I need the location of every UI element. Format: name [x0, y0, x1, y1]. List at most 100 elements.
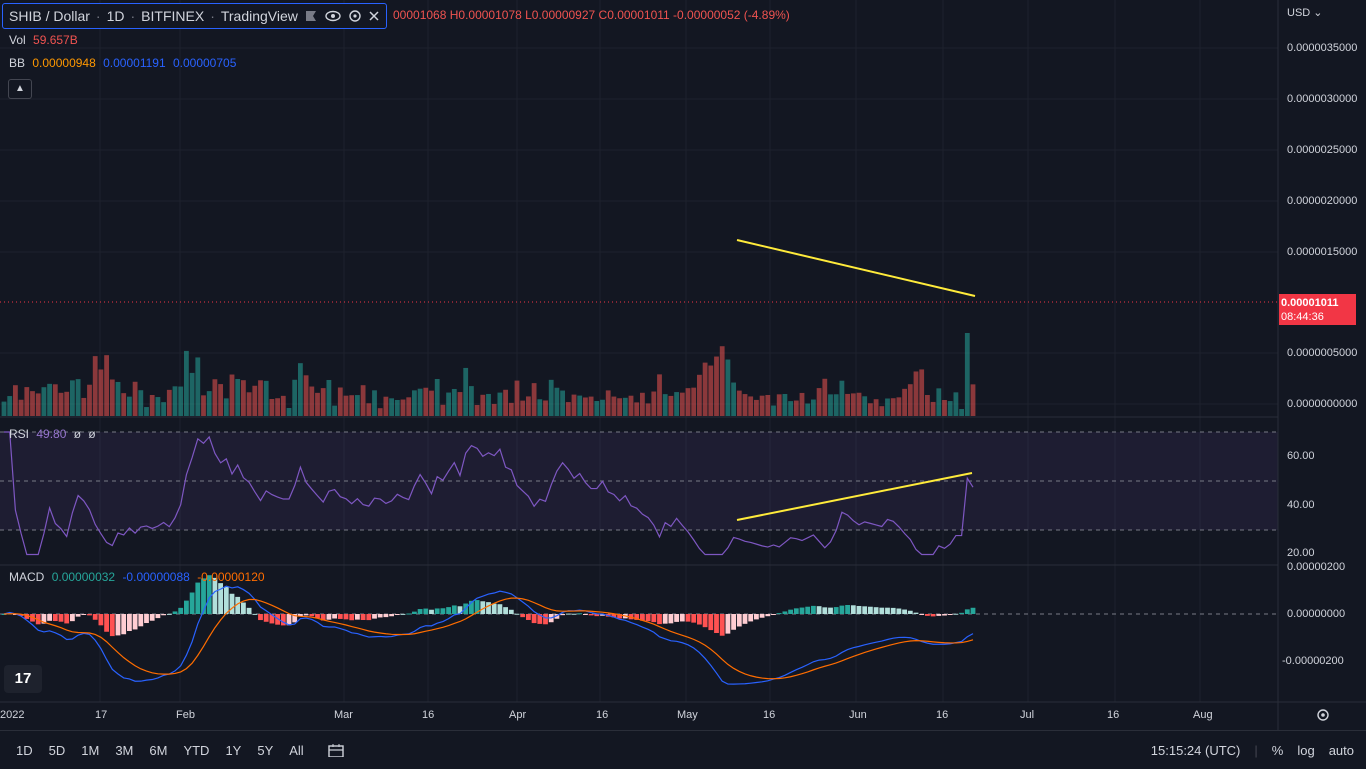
macd-histogram-bar: [571, 613, 577, 615]
volume-bar: [189, 372, 195, 416]
timeframe-3m[interactable]: 3M: [115, 742, 134, 758]
volume-bar: [497, 392, 503, 416]
timeframe-1m[interactable]: 1M: [81, 742, 100, 758]
ohlc-values: 00001068 H0.00001078 L0.00000927 C0.0000…: [393, 8, 790, 22]
macd-histogram-bar: [759, 614, 765, 618]
macd-histogram-bar: [925, 614, 930, 616]
macd-histogram-bar: [366, 614, 372, 621]
time-tick: May: [677, 709, 698, 721]
macd-histogram-bar: [218, 583, 223, 614]
grid-lines: [0, 0, 1278, 702]
timeframe-1d[interactable]: 1D: [16, 742, 33, 758]
symbol-name[interactable]: SHIB / Dollar: [9, 8, 90, 24]
macd-histogram-bar: [280, 614, 286, 626]
macd-histogram-bar: [902, 609, 907, 614]
volume-bar: [622, 397, 628, 416]
macd-histogram-bar: [377, 614, 383, 618]
macd-histogram-bar: [389, 614, 394, 617]
auto-toggle[interactable]: auto: [1328, 742, 1354, 758]
chart-settings-gear-icon[interactable]: [1315, 707, 1331, 723]
price-tick: 0.0000035000: [1287, 42, 1358, 54]
volume-bar: [241, 380, 246, 416]
volume-bar: [679, 392, 685, 416]
volume-bar: [121, 393, 127, 416]
macd-legend[interactable]: MACD 0.00000032 -0.00000088 -0.00000120: [9, 570, 265, 584]
macd-histogram-bar: [201, 578, 206, 614]
eye-icon[interactable]: [324, 9, 342, 23]
utc-clock[interactable]: 15:15:24 (UTC): [1150, 742, 1241, 758]
current-price-label: 0.00001011 08:44:36: [1279, 294, 1356, 325]
rsi-trendline: [736, 472, 973, 521]
volume-bar: [457, 392, 463, 416]
rsi-tick: 60.00: [1287, 450, 1315, 462]
volume-bar: [850, 393, 856, 416]
macd-histogram-bar: [856, 605, 862, 614]
macd-histogram-bar: [503, 607, 508, 614]
macd-histogram-bar: [953, 613, 959, 615]
macd-histogram-bar: [92, 614, 98, 620]
macd-histogram-bar: [286, 614, 292, 626]
timeframe-6m[interactable]: 6M: [149, 742, 168, 758]
macd-histogram-bar: [697, 614, 702, 625]
close-icon[interactable]: [368, 10, 380, 22]
macd-pane: [0, 575, 1278, 685]
log-toggle[interactable]: log: [1297, 742, 1315, 758]
macd-histogram-bar: [776, 613, 782, 615]
volume-bar: [115, 381, 121, 416]
rsi-line: [4, 431, 974, 556]
volume-bar: [571, 394, 577, 416]
symbol-legend[interactable]: SHIB / Dollar · 1D · BITFINEX · TradingV…: [2, 3, 387, 29]
volume-bar: [24, 387, 30, 416]
macd-histogram-bar: [964, 609, 970, 614]
volume-bar: [360, 385, 366, 416]
volume-bar: [754, 399, 759, 416]
macd-histogram-bar: [816, 606, 822, 614]
calendar-goto-date-icon[interactable]: [328, 743, 344, 757]
volume-bar: [793, 400, 799, 416]
volume-legend[interactable]: Vol 59.657B: [9, 33, 78, 47]
timeframe-5y[interactable]: 5Y: [257, 742, 274, 758]
currency-selector[interactable]: USD ⌄: [1287, 7, 1323, 19]
volume-bar: [275, 398, 280, 416]
macd-histogram-bar: [947, 614, 953, 615]
volume-bar: [645, 403, 651, 416]
timeframe-all[interactable]: All: [289, 742, 304, 758]
volume-bar: [862, 396, 868, 416]
volume-bar: [811, 399, 816, 416]
rsi-legend[interactable]: RSI 49.80 ø ø: [9, 427, 96, 441]
macd-histogram-bar: [850, 605, 856, 614]
volume-bar: [577, 395, 583, 416]
settings-icon[interactable]: [348, 9, 362, 23]
macd-histogram-bar: [24, 614, 30, 619]
timeframe-1y[interactable]: 1Y: [225, 742, 242, 758]
volume-bar: [127, 396, 132, 416]
flag-icon[interactable]: [304, 9, 318, 23]
volume-bar: [662, 394, 668, 416]
macd-histogram-bar: [577, 613, 583, 615]
timeframe-5d[interactable]: 5D: [48, 742, 66, 758]
macd-histogram-bar: [166, 613, 172, 615]
volume-bar: [474, 405, 480, 416]
collapse-legend-button[interactable]: ▲: [8, 79, 32, 99]
volume-bar: [736, 390, 742, 416]
tradingview-logo-icon[interactable]: 17: [4, 665, 42, 693]
macd-histogram-bar: [109, 614, 115, 637]
percent-toggle[interactable]: %: [1271, 742, 1284, 758]
macd-histogram-bar: [600, 614, 605, 616]
macd-line-value: -0.00000088: [122, 570, 190, 584]
time-tick: 16: [936, 709, 949, 721]
bb-legend[interactable]: BB 0.00000948 0.00001191 0.00000705: [9, 56, 236, 70]
volume-bar: [417, 388, 423, 416]
macd-histogram-bar: [668, 614, 674, 624]
chart-canvas[interactable]: [0, 0, 1366, 730]
volume-bar: [640, 392, 645, 416]
macd-histogram-bar: [13, 614, 18, 615]
volume-bar: [531, 383, 537, 416]
volume-bar: [617, 398, 622, 416]
macd-histogram-bar: [138, 614, 144, 627]
timeframe-ytd[interactable]: YTD: [183, 742, 210, 758]
macd-histogram-bar: [469, 600, 474, 614]
macd-histogram-bar: [184, 600, 189, 614]
macd-histogram-bar: [1, 614, 7, 615]
volume-bar: [605, 390, 611, 416]
